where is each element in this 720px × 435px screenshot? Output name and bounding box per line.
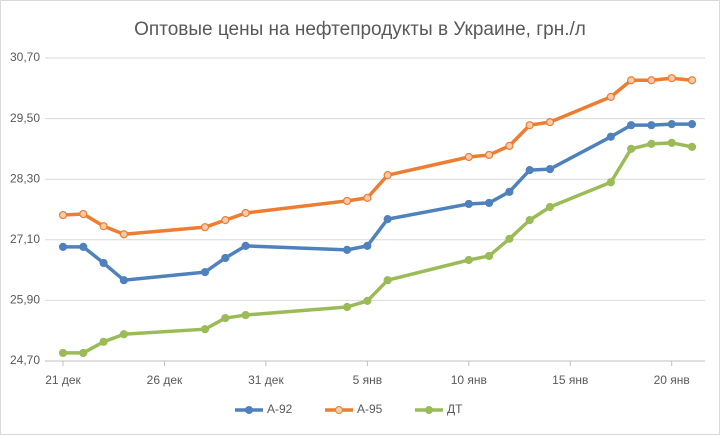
data-point [342,302,352,312]
data-point [79,242,88,251]
data-point [464,199,473,209]
data-point [667,138,676,147]
data-point [99,337,108,346]
legend-marker [245,406,253,414]
data-point [525,166,534,175]
x-tick-label: 5 янв [353,373,383,387]
data-point [545,202,555,212]
data-point [119,330,128,339]
legend-marker [335,406,343,414]
legend-label: А-95 [357,402,383,416]
data-point [545,118,555,127]
x-tick-label: 20 янв [654,373,690,387]
data-point [687,76,697,85]
data-point [464,255,473,265]
legend-marker [425,406,433,414]
data-point [667,120,676,129]
data-point [241,241,250,250]
data-point [363,241,372,250]
data-point [119,230,128,239]
data-point [606,132,615,141]
data-point [606,92,615,101]
data-point [505,141,514,150]
data-point [58,348,68,358]
data-point [363,193,372,202]
x-tick-label: 26 дек [147,373,183,387]
data-point [383,171,392,180]
x-tick-label: 10 янв [451,373,487,387]
data-point [99,222,108,231]
data-point [687,142,697,151]
data-point [525,121,534,130]
y-tick-label: 28,30 [10,171,40,185]
data-point [79,209,88,219]
x-tick-label: 15 янв [552,373,588,387]
data-point [363,296,372,306]
data-point [545,165,555,174]
data-point [647,139,656,148]
data-point [241,310,250,320]
data-point [383,276,392,285]
data-point [221,253,230,263]
data-point [221,216,230,225]
data-point [627,121,636,130]
data-point [647,121,656,130]
chart-title: Оптовые цены на нефтепродукты в Украине,… [134,19,586,40]
data-point [58,242,68,251]
series-line [62,76,693,236]
data-point [383,214,392,224]
legend-label: ДТ [447,402,463,416]
data-point [342,245,352,254]
data-point [200,325,210,334]
data-point [342,196,352,206]
data-point [484,251,494,261]
data-point [99,258,108,268]
data-point [505,234,514,243]
data-point [464,152,473,162]
data-point [221,313,230,323]
data-point [627,144,636,153]
data-point [484,198,494,208]
data-point [627,76,636,85]
y-tick-label: 24,70 [10,353,40,367]
data-point [647,76,656,85]
x-tick-label: 31 дек [248,373,284,387]
y-tick-label: 27,10 [10,232,40,246]
data-point [200,268,210,277]
data-point [119,276,128,285]
y-tick-label: 30,70 [10,50,40,64]
data-point [79,348,88,358]
data-point [58,210,68,220]
data-point [667,74,676,83]
data-point [505,187,514,196]
y-tick-label: 29,50 [10,111,40,125]
data-point [484,150,494,160]
data-point [606,178,615,187]
legend-label: А-92 [267,402,293,416]
series-line [63,141,693,355]
data-point [687,120,697,129]
data-point [241,208,250,218]
data-point [200,223,210,232]
data-point [525,216,534,225]
y-tick-label: 25,90 [10,293,40,307]
x-tick-label: 21 дек [45,373,81,387]
